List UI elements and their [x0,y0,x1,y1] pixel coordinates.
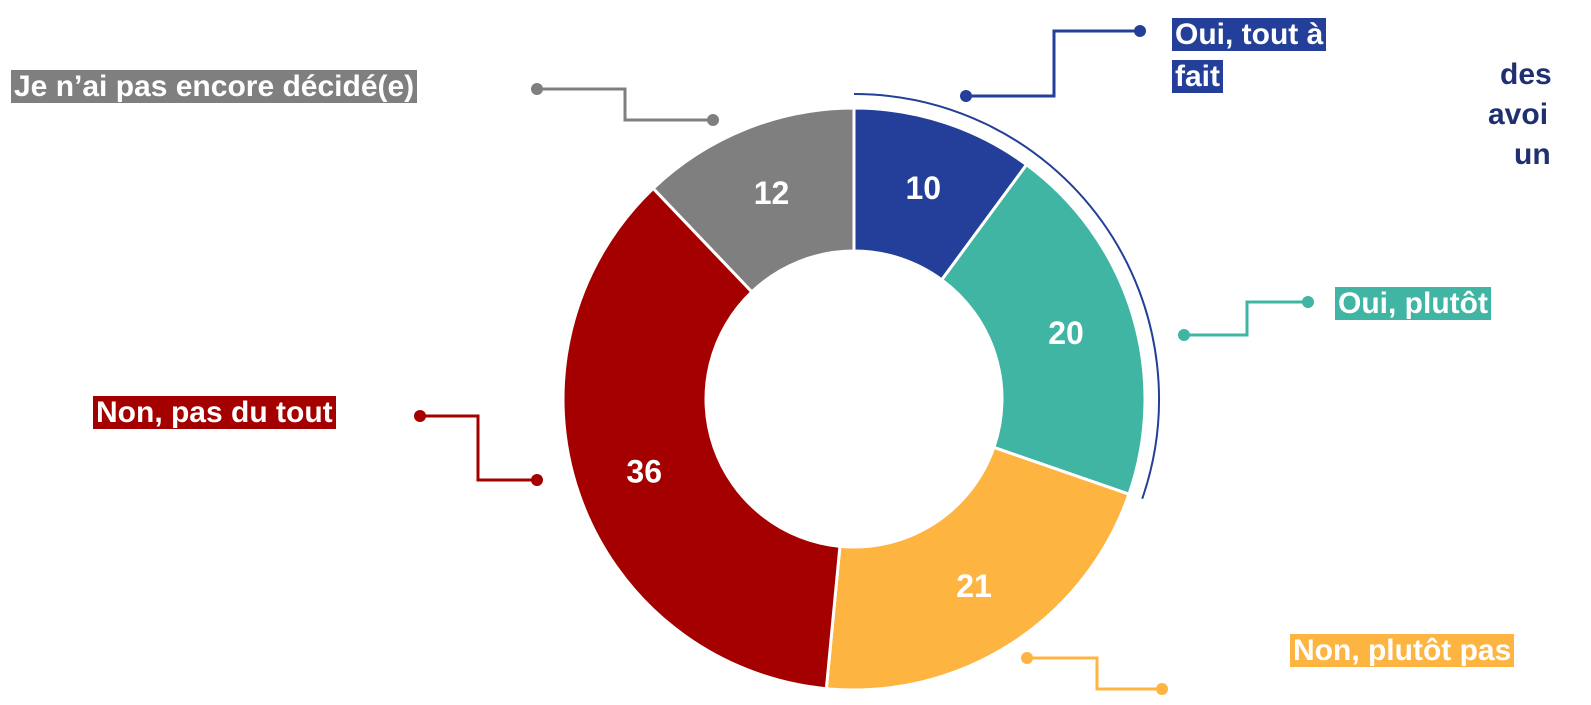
value-label: 20 [1048,315,1084,351]
leader-dot [1021,652,1033,664]
leader-dot [1134,25,1146,37]
donut-slice [939,162,1147,497]
leader-line [966,29,1140,98]
category-label: Non, pas du tout [93,392,336,434]
donut-slice [561,186,842,691]
annotation: un [1514,138,1551,171]
category-label: Oui, tout à fait [1172,14,1372,98]
leader-dot [707,114,719,126]
annotation: des [1500,58,1552,91]
leader-line [1027,656,1162,691]
leader-line [1184,300,1308,337]
leader-dot [531,83,543,95]
value-label: 12 [754,175,790,211]
category-text: Oui, plutôt [1335,287,1491,320]
leader-line [420,414,537,482]
category-text: Je n’ai pas encore décidé(e) [11,70,418,103]
leader-dot [1178,329,1190,341]
donut-slice [824,445,1131,692]
leader-dot [531,474,543,486]
leader-dot [960,90,972,102]
group-bracket [853,93,1161,500]
leader-dot [1302,296,1314,308]
value-label: 10 [905,170,941,206]
category-label: Oui, plutôt [1335,283,1491,325]
category-label: Je n’ai pas encore décidé(e) [11,66,418,108]
leader-dot [1156,683,1168,695]
value-label: 36 [626,454,662,490]
category-text: Non, pas du tout [93,396,336,429]
category-text: Non, plutôt pas [1290,634,1515,667]
category-text: Oui, tout à fait [1172,18,1327,93]
leader-dot [414,410,426,422]
leader-line [537,87,713,122]
category-label: Non, plutôt pas [1290,630,1515,672]
value-label: 21 [956,568,992,604]
annotation: avoi [1488,98,1549,131]
donut-slice [651,106,856,295]
